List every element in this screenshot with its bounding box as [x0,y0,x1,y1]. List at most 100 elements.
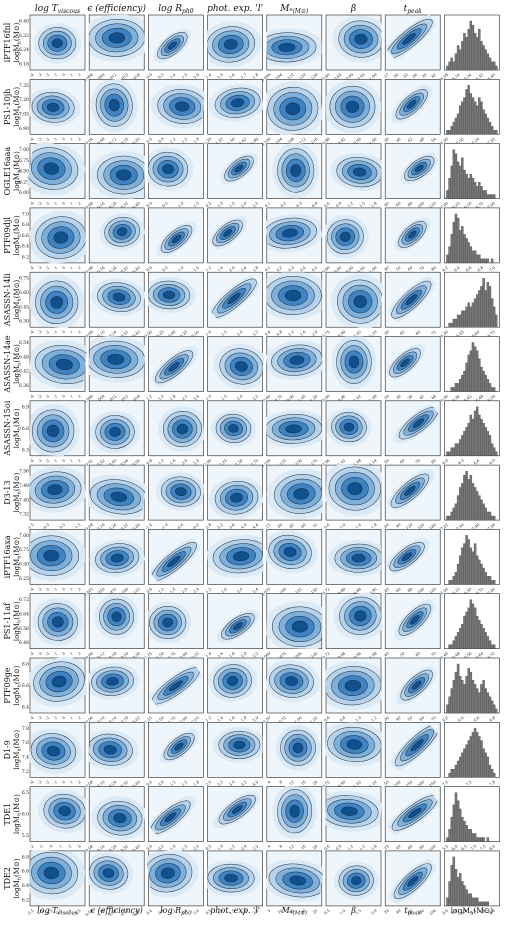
x-tick-label: 20 [312,843,319,850]
histogram-bar [482,258,485,264]
y-tick-label: 6.3 [22,447,29,453]
hist-x-tick-label: 6.40 [439,650,449,660]
x-tick-label: 2.0 [180,457,188,465]
x-tick-label: 2.5 [251,843,259,851]
histogram-bar [488,383,492,392]
x-tick-label: 2 [77,200,83,206]
row-ylabel: logMh(M⊙) [13,665,23,705]
density-contour [110,491,128,502]
histogram-bar [456,760,460,778]
x-tick-label: -2 [44,264,50,271]
density-contour [343,422,355,432]
histogram-bar [490,644,494,649]
contour-panel: 0.01 0.02 0.03 0.04 0.05 [84,400,145,467]
histogram-bar [458,756,462,778]
x-tick-label: 2.5 [74,907,82,915]
x-tick-label: -1 [52,715,58,721]
x-tick-label: 0.32 [119,200,129,210]
contour-panel: 1.2 1.6 2.0 2.4 2.8 [204,207,263,273]
y-tick-label: 7.05 [19,111,29,117]
x-tick-label: 180 [428,522,437,531]
x-tick-label: 0.90 [337,329,347,339]
density-contour [410,739,424,752]
x-tick-label: 8 [278,843,284,849]
histogram-bar [469,829,473,842]
contour-panel: 0.6 0.9 1.2 1.5 1.8 [323,143,384,208]
row-ylabel: logMh(M⊙) [13,215,23,255]
x-tick-label: 0.01 [84,458,94,467]
x-tick-label: -3 [36,264,42,271]
hist-x-tick-label: 7.2 [469,907,477,915]
histogram-bar [486,53,490,71]
x-tick-label: 2.2 [251,650,259,658]
histogram-bar [446,897,449,907]
x-tick-label: 1.0 [216,843,224,851]
hist-x-tick-label: 6.90 [439,136,449,146]
y-tick-label: 6.75 [19,276,29,282]
histogram-bar [486,431,490,456]
contour-panel: 1.0 1.5 2.0 2.5 [204,336,268,401]
x-tick-label: 0.5 [157,843,165,851]
density-contour [351,876,362,886]
x-tick-label: 60 [414,329,421,336]
density-contour [354,610,367,622]
histogram-bar [461,624,464,649]
x-tick-label: 0.40 [131,907,141,917]
histogram-panel: 6.08 6.16 6.24 6.32 6.40 [439,14,500,81]
density-contour [347,482,363,495]
x-tick-label: 0.5 [323,907,331,915]
x-tick-label: 1.2 [204,586,212,594]
x-tick-label: 1.0 [204,393,212,401]
density-contour [407,99,417,109]
x-tick-label: 1.8 [251,72,259,80]
histogram-bar [480,366,483,392]
density-contour [52,616,64,628]
x-tick-label: 0 [48,843,54,849]
x-tick-label: 54 [430,136,437,143]
hist-x-tick-label: 6.45 [455,329,465,339]
density-contour [405,294,418,306]
x-tick-label: 40 [395,715,402,722]
contour-panel: 20 40 60 80 100 [383,786,445,852]
histogram-bar [467,740,470,778]
density-contour [103,745,117,755]
y-tick-label: 6.8 [22,662,29,668]
hist-x-tick-label: 6.42 [463,393,473,403]
histogram-bar [456,800,460,842]
histogram-bar [463,234,466,264]
x-tick-label: 15 [265,522,272,529]
hist-x-tick-label: 6.25 [451,200,461,210]
histogram-bar [450,57,453,71]
histogram-bar [475,688,479,714]
x-tick-label: 0.40 [131,843,141,853]
row-event-label: TDE2 [3,867,12,890]
x-tick-label: 4.4 [251,522,259,530]
x-tick-label: 2.00 [179,650,189,660]
x-tick-label: 0.009 [94,393,106,404]
density-contour [233,622,243,631]
x-tick-label: 1.4 [204,72,212,80]
histogram-bar [461,101,464,135]
x-tick-label: 0.18 [108,650,118,660]
density-contour [175,487,187,497]
contour-panel: -4 -3 -2 -1 0 1 2 [26,656,90,721]
x-tick-label: 70 [418,264,425,271]
histogram-bar [486,194,490,199]
histogram-bar [475,555,479,585]
density-contour [227,292,241,305]
x-tick-label: 0.24 [119,650,129,660]
histogram-bar [467,607,470,649]
histogram-bar [478,692,481,714]
x-tick-label: -1.4 [144,522,153,531]
y-tick-label: 7.35 [19,83,29,89]
y-tick-label: 7.48 [19,483,29,489]
x-tick-label: 70 [414,457,421,464]
x-tick-label: -3 [36,779,42,786]
density-contour [346,739,363,750]
histogram-bar [454,503,458,521]
contour-panel: -4 -3 -2 -1 0 1 2 [29,400,86,464]
x-tick-label: 0.40 [131,779,141,789]
histogram-bar [484,572,487,585]
panel-row: ASASSN-15oi logMh(M⊙)6.96.66.3-4 -3 -2 -1 0 1 2… [3,400,500,469]
histogram-bar [450,644,453,649]
